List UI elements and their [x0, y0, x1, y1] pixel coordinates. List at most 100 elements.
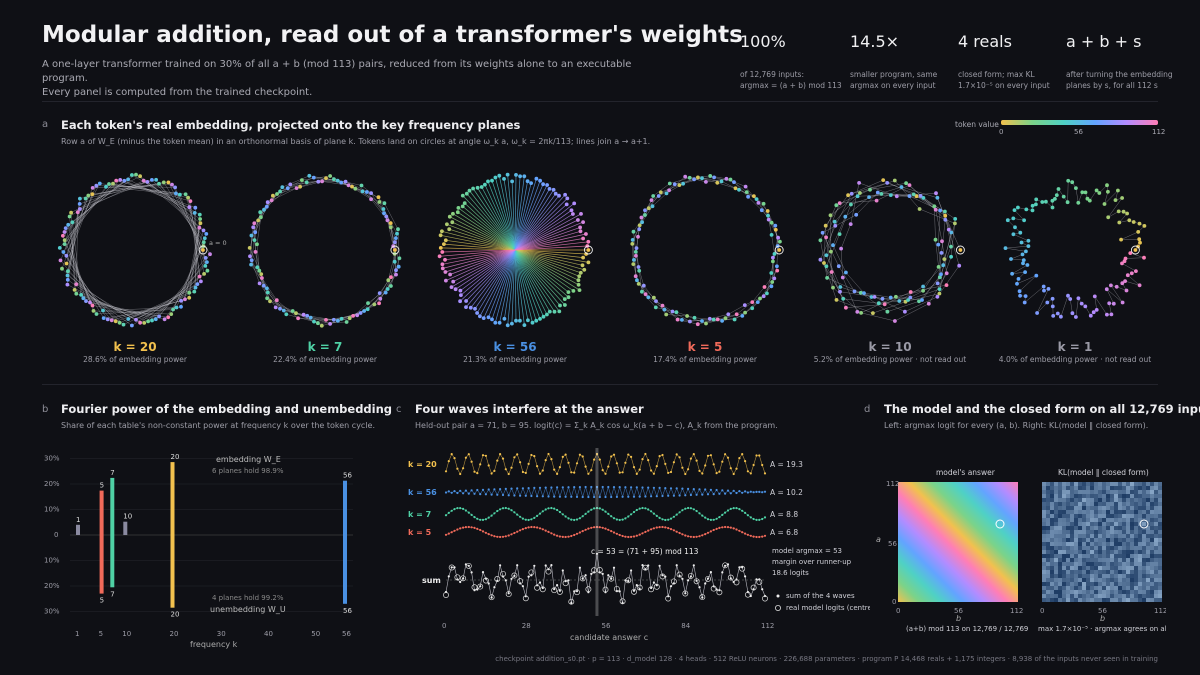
kl-cell [1086, 490, 1090, 494]
wave-point [558, 535, 561, 538]
token-point [1080, 190, 1085, 195]
kl-cell [1158, 498, 1162, 502]
radial-link [443, 243, 516, 251]
kl-cell [1126, 538, 1130, 542]
kl-cell [1118, 590, 1122, 594]
radial-link [514, 249, 529, 321]
token-point [126, 177, 130, 182]
kl-cell [1134, 578, 1138, 582]
token-point [773, 223, 778, 228]
kl-cell [1074, 586, 1078, 590]
wave-point [459, 489, 462, 492]
kl-cell [1066, 554, 1070, 558]
kl-cell [1134, 518, 1138, 522]
kl-cell [1138, 510, 1142, 514]
token-point [704, 180, 708, 184]
sum-point [650, 586, 653, 590]
wave-point [638, 533, 641, 536]
kl-cell [1142, 578, 1146, 582]
token-point [69, 210, 73, 215]
amplitude-label: A = 6.8 [770, 528, 798, 537]
wave-point [541, 469, 544, 472]
kl-cell [1158, 522, 1162, 526]
kl-cell [1118, 538, 1122, 542]
kl-cell [1126, 590, 1130, 594]
wave-point [553, 507, 556, 510]
token-point [939, 272, 943, 277]
legend-label: sum of the 4 waves [786, 592, 855, 600]
kl-cell [1110, 590, 1114, 594]
kl-cell [1118, 530, 1122, 534]
token-point [935, 294, 940, 299]
model-logit [648, 586, 655, 593]
token-point [1076, 296, 1081, 301]
token-point [581, 236, 585, 241]
token-point [939, 251, 944, 255]
kl-cell [1042, 594, 1046, 598]
kl-cell [1118, 594, 1122, 598]
sum-point [678, 574, 681, 577]
token-point [366, 301, 370, 305]
token-point [157, 181, 161, 186]
token-point [62, 238, 67, 243]
kl-cell [1090, 570, 1094, 574]
kl-cell [1046, 578, 1050, 582]
kl-cell [1082, 546, 1086, 550]
kl-cell [1062, 534, 1066, 538]
legend-label: real model logits (centred) [786, 604, 870, 612]
kl-cell [1062, 482, 1066, 486]
token-point [733, 186, 738, 191]
wave-point [521, 470, 524, 474]
wave-point [706, 493, 710, 496]
token-point [563, 303, 567, 307]
divider [42, 101, 1158, 102]
token-zero-marker [1130, 245, 1140, 255]
kl-cell [1102, 546, 1106, 550]
radial-link [514, 249, 580, 291]
kl-cell [1146, 586, 1150, 590]
kl-cell [1062, 550, 1066, 554]
wave-point [701, 534, 704, 537]
kl-cell [1142, 590, 1146, 594]
token-point [1123, 256, 1128, 261]
plane-k56 [437, 172, 593, 328]
kl-cell [1142, 554, 1146, 558]
kl-cell [1054, 502, 1058, 506]
token-point [187, 290, 192, 295]
kl-cell [1118, 498, 1122, 502]
kl-cell [1078, 506, 1082, 510]
sum-point [479, 585, 482, 588]
kl-cell [1058, 562, 1062, 566]
model-logit [608, 575, 615, 582]
token-point [839, 246, 843, 251]
wave-point [715, 517, 718, 520]
y-axis-label: a [876, 535, 881, 544]
kl-cell [1070, 538, 1074, 542]
wave-point [575, 495, 579, 498]
wave-point [641, 486, 644, 489]
kl-cell [1146, 590, 1150, 594]
kl-cell [1066, 550, 1070, 554]
kl-cell [1058, 558, 1062, 562]
wave-point [758, 454, 761, 457]
token-point [65, 282, 70, 287]
sum-point [618, 590, 621, 593]
token-point [186, 195, 191, 200]
wave-point [655, 526, 658, 529]
wave-point [689, 493, 692, 497]
kl-cell [1138, 526, 1142, 530]
wave-point [484, 518, 487, 521]
wave-point [615, 462, 618, 465]
token-point [848, 222, 853, 226]
wave-point [564, 453, 567, 456]
token-point [643, 213, 647, 217]
kl-cell [1094, 546, 1098, 550]
token-point [743, 310, 747, 315]
kl-cell [1046, 590, 1050, 594]
token-point [197, 274, 202, 279]
kl-cell [1126, 526, 1130, 530]
kl-cell [1094, 538, 1098, 542]
kl-cell [1062, 542, 1066, 546]
kl-cell [1146, 550, 1150, 554]
token-point [740, 314, 745, 318]
